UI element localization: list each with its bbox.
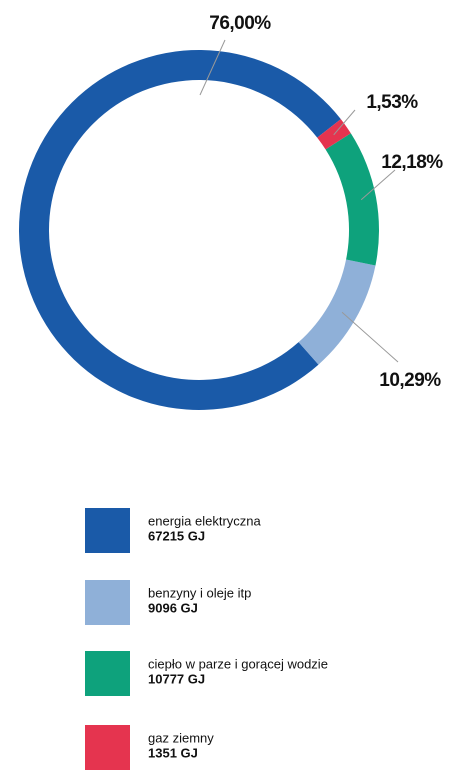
legend-name: ciepło w parze i gorącej wodzie	[148, 656, 328, 671]
donut-segment	[298, 259, 376, 365]
legend-swatch	[85, 651, 130, 696]
legend-amount: 10777 GJ	[148, 671, 205, 686]
donut-segment	[325, 133, 379, 266]
legend-swatch	[85, 725, 130, 770]
value-label: 1,53%	[366, 92, 418, 113]
legend-amount: 1351 GJ	[148, 745, 198, 760]
legend-swatch	[85, 580, 130, 625]
donut-segment	[19, 49, 341, 410]
leader-line	[199, 39, 226, 96]
leader-line	[333, 109, 356, 136]
leader-line	[360, 169, 396, 201]
legend-name: gaz ziemny	[148, 730, 214, 745]
value-label: 76,00%	[209, 13, 271, 34]
leader-line	[341, 311, 399, 363]
legend-name: benzyny i oleje itp	[148, 585, 251, 600]
value-label: 12,18%	[381, 152, 443, 173]
legend-swatch	[85, 508, 130, 553]
legend-amount: 9096 GJ	[148, 600, 198, 615]
value-label: 10,29%	[379, 370, 441, 391]
legend-name: energia elektryczna	[148, 513, 261, 528]
legend-amount: 67215 GJ	[148, 528, 205, 543]
